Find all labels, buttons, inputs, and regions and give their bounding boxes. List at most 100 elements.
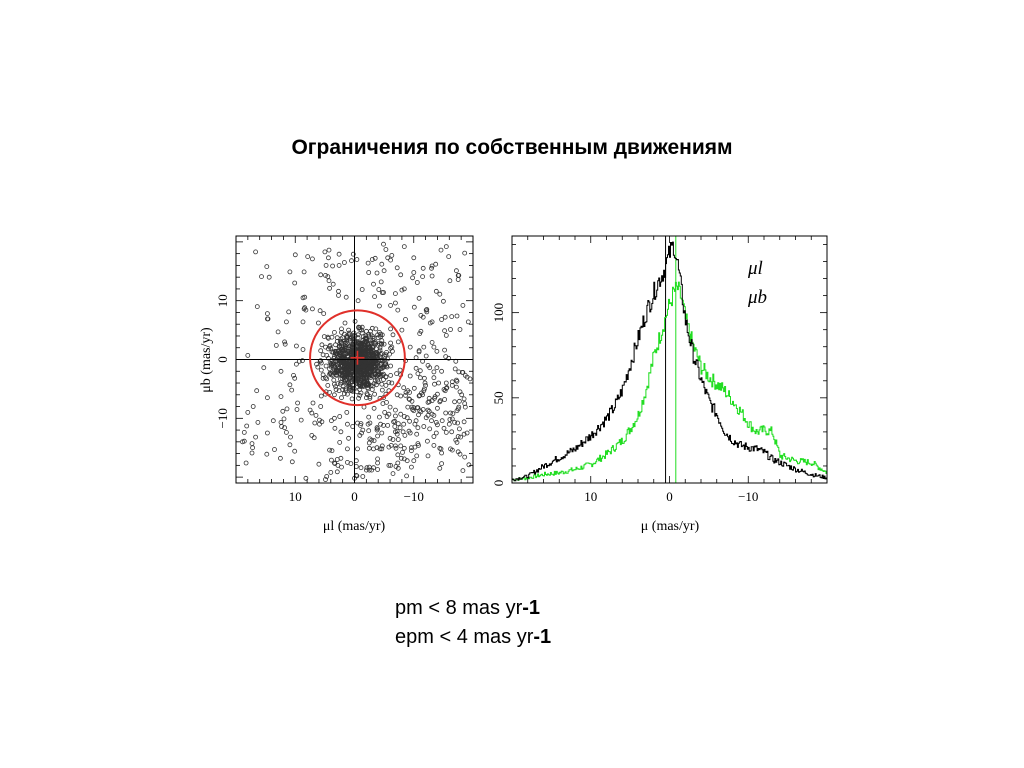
scatter-point (461, 431, 467, 437)
scatter-point (343, 388, 349, 394)
scatter-point (391, 419, 397, 425)
scatter-point (392, 291, 398, 297)
scatter-point (352, 362, 358, 368)
scatter-x-tick-label: 0 (351, 489, 358, 504)
scatter-point (362, 357, 368, 363)
scatter-point (249, 441, 255, 447)
scatter-point (314, 361, 320, 367)
scatter-point (333, 387, 339, 392)
scatter-point (375, 433, 381, 439)
scatter-point (443, 429, 449, 435)
scatter-point (321, 311, 327, 317)
scatter-point (398, 393, 404, 399)
histogram-x-tick-label: −10 (738, 489, 758, 504)
scatter-point (366, 445, 372, 451)
scatter-point (456, 272, 462, 278)
scatter-point (331, 361, 337, 367)
histogram-series-0 (512, 281, 828, 482)
scatter-point (339, 343, 344, 349)
scatter-point (407, 430, 413, 436)
scatter-point (323, 262, 329, 268)
scatter-point (372, 374, 378, 380)
scatter-point (300, 347, 306, 352)
scatter-point (375, 467, 381, 472)
scatter-point (346, 330, 352, 336)
scatter-point (386, 462, 392, 468)
scatter-point (366, 414, 372, 420)
scatter-point (453, 437, 459, 443)
scatter-point (359, 430, 365, 436)
scatter-point (278, 394, 284, 400)
scatter-point (369, 325, 375, 331)
scatter-point (424, 309, 430, 315)
scatter-point (453, 384, 459, 390)
scatter-point (355, 343, 360, 349)
scatter-point (281, 416, 287, 422)
scatter-point (326, 247, 332, 253)
scatter-point (245, 409, 251, 415)
scatter-point (424, 438, 430, 444)
scatter-point (344, 446, 350, 452)
scatter-point (444, 385, 450, 391)
scatter-point (453, 268, 459, 274)
scatter-point (427, 365, 433, 371)
scatter-point (357, 368, 363, 374)
legend-entry: μb (747, 287, 767, 308)
scatter-point (343, 351, 349, 357)
histogram-y-tick-label: 0 (491, 480, 506, 487)
scatter-point (368, 346, 374, 352)
scatter-point (417, 331, 423, 337)
scatter-point (392, 424, 398, 429)
scatter-point (450, 411, 456, 417)
scatter-point (334, 351, 340, 357)
scatter-point (295, 400, 301, 406)
scatter-points (240, 241, 473, 482)
scatter-point (340, 362, 346, 368)
scatter-point (443, 380, 449, 386)
scatter-point (429, 265, 434, 271)
criterion-pm: pm < 8 mas yr-1 (395, 594, 551, 623)
scatter-point (343, 294, 349, 300)
scatter-point (322, 249, 328, 255)
scatter-point (250, 445, 256, 451)
scatter-point (309, 256, 315, 262)
scatter-point (429, 411, 435, 417)
scatter-point (293, 361, 299, 367)
scatter-point (425, 407, 431, 413)
scatter-point (368, 359, 374, 365)
scatter-point (347, 386, 353, 392)
scatter-point (401, 385, 407, 391)
scatter-point (363, 328, 369, 334)
scatter-point (401, 414, 407, 419)
scatter-point (420, 265, 426, 271)
scatter-point (462, 401, 468, 407)
scatter-point (411, 408, 417, 414)
scatter-point (292, 252, 298, 258)
scatter-point (467, 376, 473, 382)
scatter-point (429, 418, 434, 424)
histogram-frame (511, 235, 828, 484)
scatter-y-tick-label: 0 (215, 356, 230, 363)
scatter-point (447, 417, 453, 422)
scatter-point (395, 421, 401, 427)
scatter-point (338, 336, 344, 342)
scatter-point (461, 396, 467, 402)
scatter-point (395, 452, 401, 458)
scatter-point (291, 372, 296, 378)
scatter-point (332, 425, 338, 431)
histogram-y-tick-label: 100 (491, 303, 506, 323)
scatter-point (249, 450, 255, 456)
scatter-point (400, 429, 406, 435)
scatter-point (331, 381, 337, 387)
scatter-point (303, 307, 309, 313)
scatter-point (369, 437, 375, 443)
scatter-point (395, 465, 401, 471)
scatter-point (398, 443, 404, 449)
scatter-point (325, 355, 331, 361)
scatter-point (327, 344, 333, 350)
scatter-point (323, 363, 329, 369)
scatter-point (407, 397, 413, 402)
scatter-point (366, 428, 372, 434)
scatter-point (421, 424, 427, 429)
